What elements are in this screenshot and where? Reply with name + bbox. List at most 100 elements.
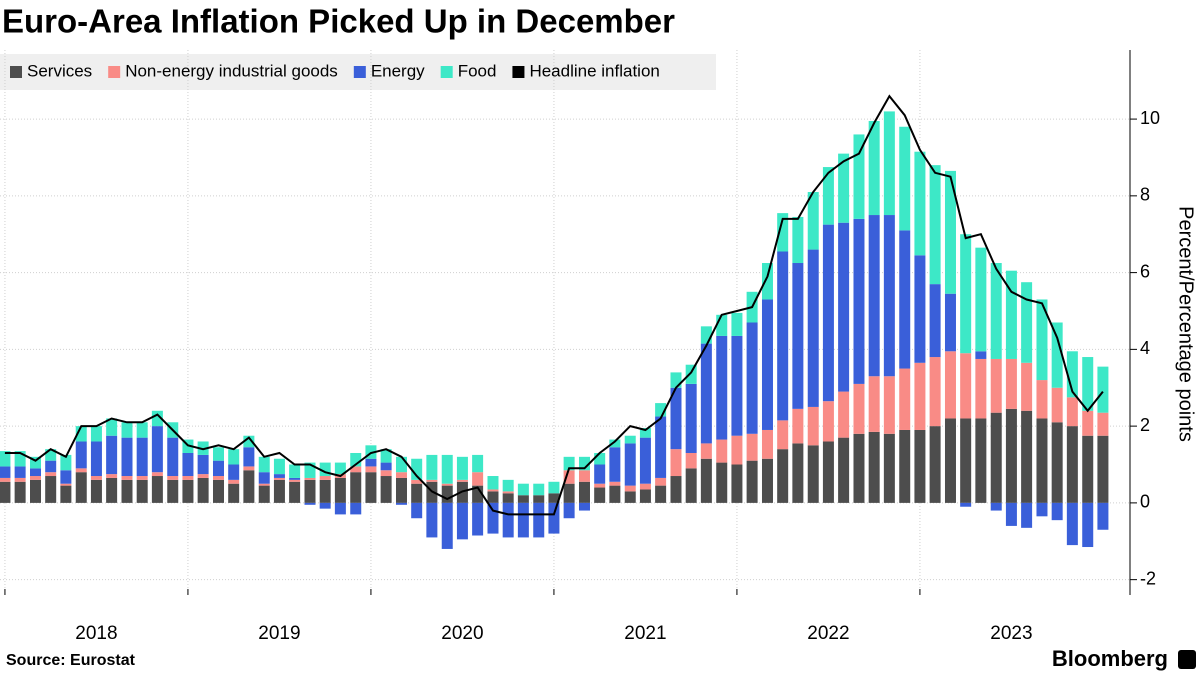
bar-segment	[578, 470, 590, 482]
bar-segment	[1021, 282, 1033, 363]
bar-segment	[761, 299, 773, 430]
bar-segment	[746, 433, 758, 461]
bar-segment	[1005, 270, 1017, 359]
bar-segment	[685, 452, 697, 469]
bar-segment	[472, 502, 484, 536]
bar-segment	[792, 408, 804, 444]
bar-segment	[502, 502, 514, 538]
bar-segment	[1021, 502, 1033, 528]
bar-segment	[1082, 435, 1094, 503]
bar-segment	[395, 477, 407, 503]
bar-segment	[90, 476, 102, 480]
legend-swatch	[512, 66, 525, 78]
bar-segment	[700, 343, 712, 444]
bar-segment	[807, 445, 819, 503]
bar-segment	[639, 428, 651, 438]
bar-segment	[167, 476, 179, 480]
bar-segment	[914, 255, 926, 363]
bar-segment	[1097, 502, 1109, 530]
bar-segment	[685, 364, 697, 384]
bar-segment	[426, 479, 438, 482]
bar-segment	[1036, 299, 1048, 381]
bar-segment	[136, 476, 148, 480]
bar-segment	[578, 502, 590, 511]
chart-title: Euro-Area Inflation Picked Up in Decembe…	[2, 3, 675, 40]
bar-segment	[472, 454, 484, 473]
bar-segment	[594, 452, 606, 465]
bar-segment	[106, 418, 118, 436]
bar-segment	[197, 454, 209, 475]
bar-segment	[45, 449, 57, 461]
bar-segment	[304, 479, 316, 503]
bar-segment	[853, 433, 865, 503]
bar-segment	[700, 458, 712, 503]
bar-segment	[45, 472, 57, 477]
bar-segment	[1036, 502, 1048, 517]
bar-segment	[1051, 502, 1063, 521]
bar-segment	[914, 151, 926, 256]
bar-segment	[853, 383, 865, 434]
bar-segment	[655, 403, 667, 417]
x-tick-label: 2022	[807, 623, 849, 644]
legend-label: Headline inflation	[529, 61, 659, 80]
y-tick-label: 4	[1140, 338, 1150, 358]
bar-segment	[777, 449, 789, 503]
bar-segment	[960, 234, 972, 354]
bar-segment	[273, 479, 285, 503]
legend-swatch	[440, 66, 453, 78]
x-tick-label: 2021	[624, 623, 666, 644]
bar-segment	[975, 358, 987, 419]
bar-segment	[228, 464, 240, 480]
bar-segment	[685, 468, 697, 503]
bar-segment	[1082, 502, 1094, 548]
bar-segment	[517, 495, 529, 503]
bar-segment	[731, 435, 743, 465]
bar-segment	[182, 476, 194, 480]
bar-segment	[350, 466, 362, 473]
bar-segment	[975, 418, 987, 503]
bar-segment	[914, 362, 926, 430]
bar-segment	[960, 502, 972, 507]
bar-segment	[289, 464, 301, 478]
bar-segment	[594, 464, 606, 484]
bar-segment	[716, 314, 728, 336]
bar-segment	[594, 483, 606, 488]
bar-segment	[30, 468, 42, 477]
bar-segment	[273, 458, 285, 475]
bar-segment	[761, 263, 773, 300]
y-axis-label: Percent/Percentage points	[1175, 206, 1197, 442]
bar-segment	[899, 126, 911, 231]
bar-segment	[548, 502, 560, 534]
bar-segment	[609, 439, 621, 448]
bar-segment	[60, 470, 72, 484]
bar-segment	[533, 483, 545, 496]
bar-segment	[243, 435, 255, 448]
bar-segment	[960, 353, 972, 419]
bar-segment	[838, 222, 850, 392]
bar-segment	[136, 437, 148, 477]
bar-segment	[75, 441, 87, 469]
bar-segment	[944, 418, 956, 503]
bar-segment	[289, 481, 301, 503]
bar-segment	[319, 502, 331, 509]
bar-segment	[792, 216, 804, 264]
bar-segment	[777, 420, 789, 450]
bar-segment	[609, 447, 621, 482]
bar-segment	[563, 502, 575, 519]
bar-segment	[822, 167, 834, 225]
bar-segment	[258, 483, 270, 486]
bar-segment	[655, 477, 667, 486]
bar-segment	[838, 391, 850, 438]
bar-segment	[30, 479, 42, 503]
bar-segment	[761, 458, 773, 503]
bar-segment	[609, 485, 621, 503]
bar-segment	[243, 447, 255, 467]
bar-segment	[624, 491, 636, 503]
bar-segment	[243, 470, 255, 503]
bar-segment	[106, 474, 118, 478]
bar-segment	[639, 437, 651, 484]
bar-segment	[1051, 322, 1063, 388]
bar-segment	[121, 476, 133, 480]
bar-segment	[121, 479, 133, 503]
bar-segment	[624, 485, 636, 492]
